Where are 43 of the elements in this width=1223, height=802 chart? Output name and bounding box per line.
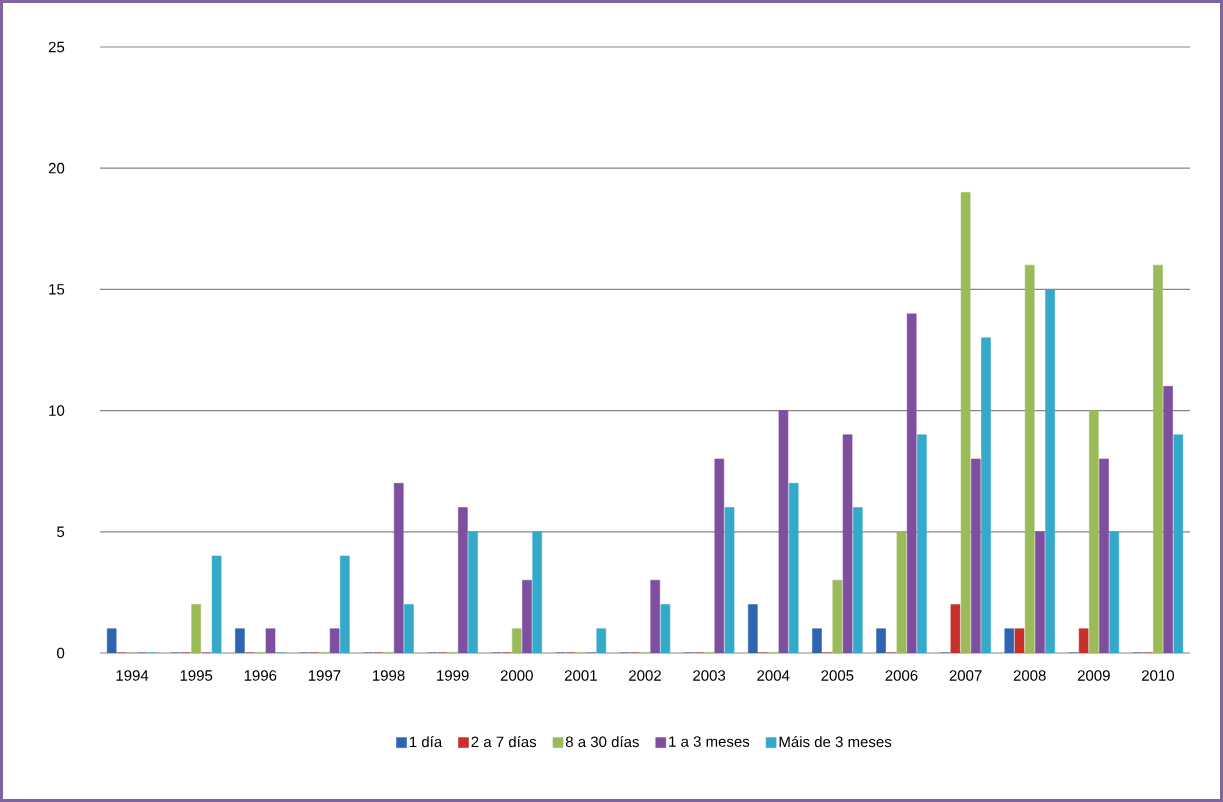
- bar: [917, 434, 927, 653]
- bar: [852, 507, 863, 653]
- x-tick-label: 1999: [437, 670, 469, 681]
- x-tick-label: 2005: [821, 670, 854, 681]
- y-tick-label: 5: [57, 526, 65, 538]
- legend-label: 1 día: [409, 735, 443, 748]
- bar: [211, 555, 222, 653]
- y-tick-label: 15: [49, 284, 65, 295]
- x-tick-label: 2002: [629, 670, 661, 681]
- x-tick-label: 2009: [1077, 670, 1110, 681]
- bar: [981, 337, 991, 653]
- legend-label: 2 a 7 días: [471, 735, 537, 748]
- y-tick-label: 10: [49, 405, 65, 416]
- bar: [340, 555, 350, 653]
- bar: [724, 507, 735, 653]
- x-tick-label: 2008: [1013, 670, 1046, 681]
- legend-label: Máis de 3 meses: [779, 735, 892, 748]
- bar: [1109, 531, 1120, 653]
- bar: [788, 483, 799, 653]
- y-tick-label: 20: [48, 162, 65, 174]
- x-tick-label: 1995: [180, 670, 213, 681]
- legend-label: 1 a 3 meses: [669, 736, 750, 747]
- x-tick-label: 1997: [308, 670, 341, 681]
- x-tick-label: 2003: [693, 670, 726, 681]
- bar: [1173, 434, 1184, 653]
- x-tick-label: 1998: [373, 670, 405, 681]
- bar: [404, 604, 414, 653]
- x-tick-label: 1996: [244, 670, 277, 681]
- x-tick-label: 2001: [564, 670, 597, 681]
- x-tick-label: 2010: [1142, 670, 1175, 681]
- bar: [1045, 289, 1055, 653]
- bar: [468, 531, 478, 653]
- x-tick-label: 1994: [116, 670, 149, 681]
- x-tick-label: 2004: [757, 670, 790, 681]
- x-tick-label: 2000: [500, 670, 533, 681]
- bar: [532, 531, 542, 653]
- x-tick-label: 2006: [885, 670, 918, 681]
- bar: [596, 628, 607, 653]
- bar: [660, 604, 671, 653]
- legend-label: 8 a 30 días: [565, 735, 639, 748]
- x-tick-label: 2007: [949, 670, 982, 681]
- y-tick-label: 0: [57, 647, 65, 659]
- y-tick-label: 25: [48, 41, 65, 53]
